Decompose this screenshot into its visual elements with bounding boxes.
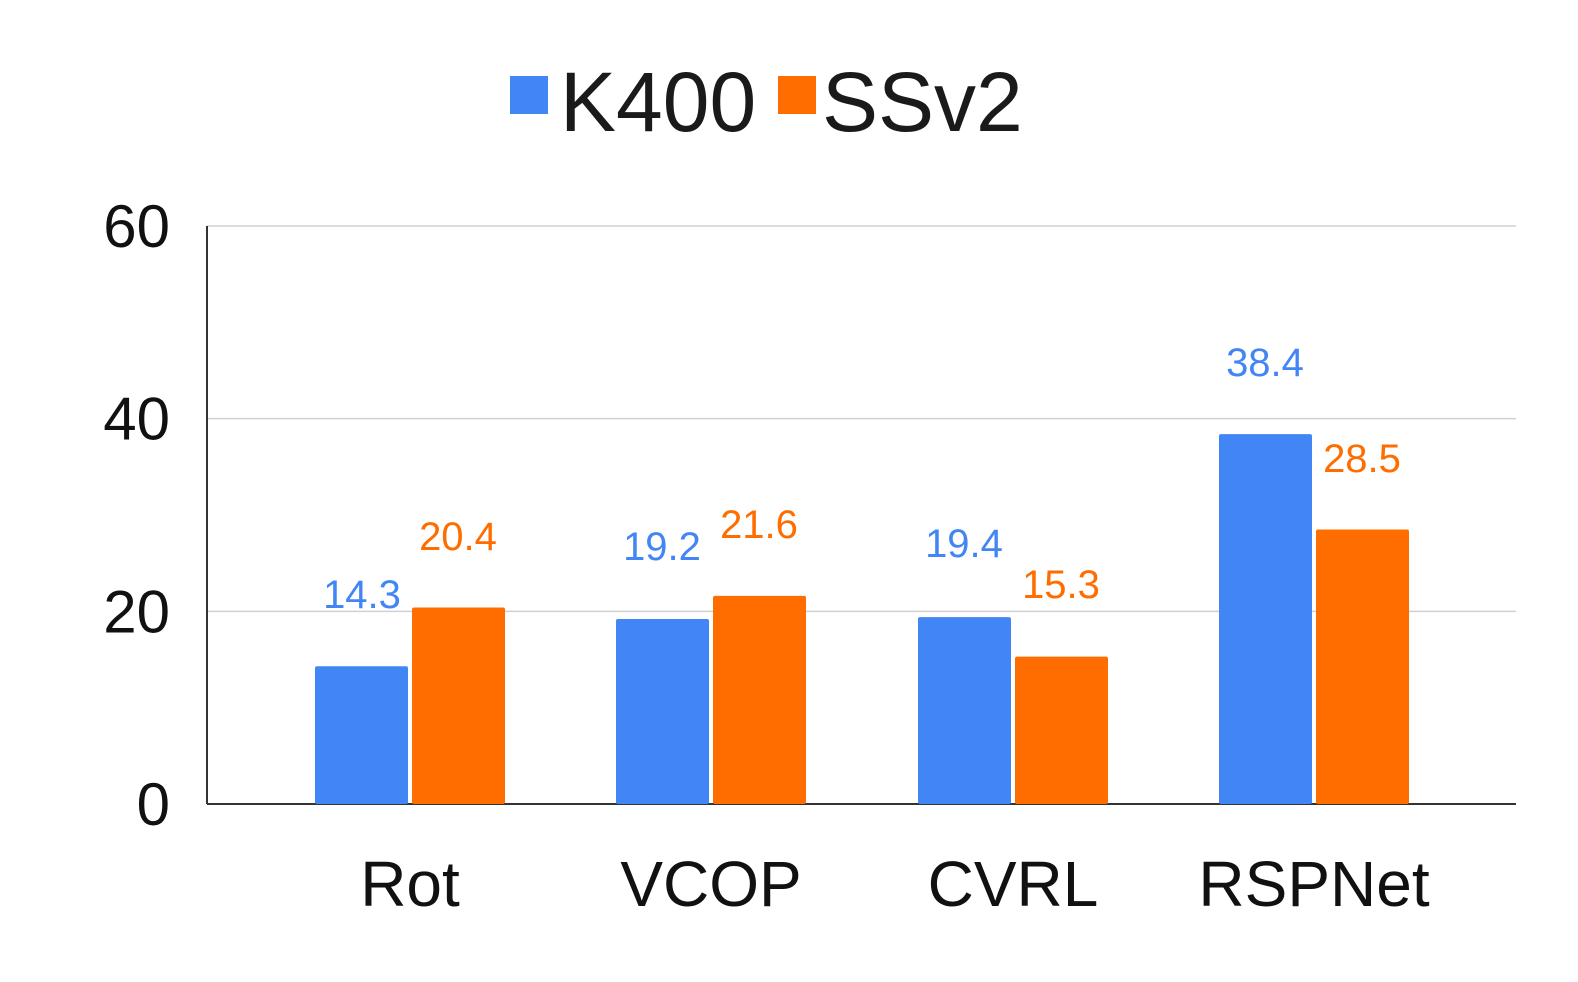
bars (315, 434, 1409, 804)
y-axis-ticks: 0 20 40 60 (103, 193, 170, 838)
legend-swatch-ssv2 (778, 76, 816, 114)
x-tick-label-cvrl: CVRL (928, 848, 1099, 920)
data-labels: 14.3 20.4 19.2 21.6 19.4 15.3 38.4 28.5 (323, 341, 1401, 617)
data-label-k400-vcop: 19.2 (623, 525, 701, 569)
data-label-k400-rot: 14.3 (323, 573, 401, 617)
data-label-ssv2-cvrl: 15.3 (1022, 563, 1100, 607)
bar-ssv2-vcop (713, 595, 806, 804)
legend-label-k400: K400 (560, 55, 756, 149)
data-label-ssv2-vcop: 21.6 (720, 503, 798, 547)
legend-label-ssv2: SSv2 (822, 55, 1023, 149)
x-tick-label-vcop: VCOP (620, 848, 801, 920)
data-label-k400-rspnet: 38.4 (1226, 341, 1304, 385)
legend-item-ssv2: SSv2 (778, 55, 1023, 149)
x-axis-ticks: Rot VCOP CVRL RSPNet (360, 848, 1430, 920)
y-tick-label: 0 (137, 771, 170, 838)
bar-ssv2-rspnet (1316, 529, 1409, 804)
bar-k400-cvrl (918, 617, 1011, 804)
bar-ssv2-rot (412, 607, 505, 804)
data-label-ssv2-rot: 20.4 (419, 515, 497, 559)
bar-k400-rot (315, 666, 408, 804)
legend: K400 SSv2 (510, 55, 1023, 149)
y-tick-label: 20 (103, 578, 170, 645)
legend-swatch-k400 (510, 76, 548, 114)
y-tick-label: 60 (103, 193, 170, 260)
bar-ssv2-cvrl (1015, 656, 1108, 804)
x-tick-label-rot: Rot (360, 848, 460, 920)
bar-k400-vcop (616, 619, 709, 804)
legend-item-k400: K400 (510, 55, 756, 149)
bar-k400-rspnet (1219, 434, 1312, 804)
data-label-k400-cvrl: 19.4 (925, 522, 1003, 566)
data-label-ssv2-rspnet: 28.5 (1323, 437, 1401, 481)
y-tick-label: 40 (103, 386, 170, 453)
x-tick-label-rspnet: RSPNet (1198, 848, 1429, 920)
